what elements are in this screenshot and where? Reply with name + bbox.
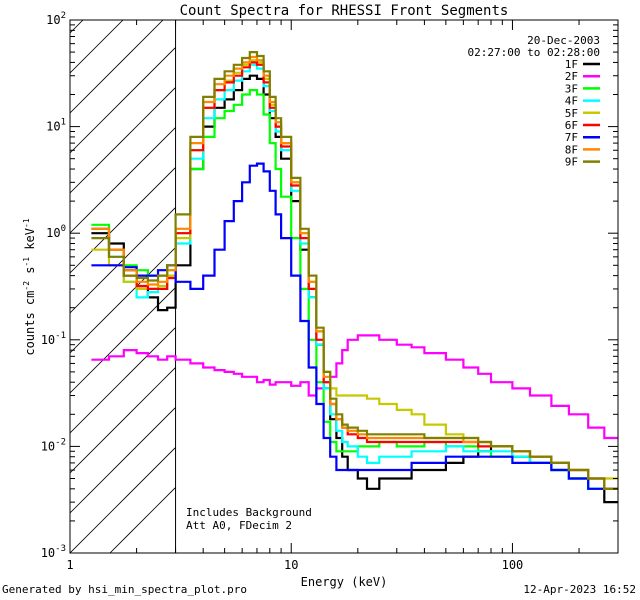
series-line-8F — [91, 55, 618, 490]
hatch-line — [70, 446, 176, 553]
legend-label-5F: 5F — [565, 107, 578, 120]
hatched-region — [70, 20, 176, 553]
series-line-9F — [91, 51, 618, 490]
annotation-attenuator: Att A0, FDecim 2 — [186, 519, 292, 532]
hatch-line — [70, 326, 176, 434]
x-tick-label: 100 — [502, 558, 524, 572]
chart-title: Count Spectra for RHESSI Front Segments — [180, 3, 509, 19]
hatch-line — [70, 166, 176, 274]
hatch-line — [70, 366, 176, 474]
x-tick-label: 10 — [284, 558, 298, 572]
hatch-line — [70, 46, 176, 154]
hatch-line — [109, 486, 176, 553]
hatch-line — [70, 406, 176, 514]
y-tick-label: 10-1 — [41, 331, 66, 347]
footer-generated-by: Generated by hsi_min_spectra_plot.pro — [2, 583, 248, 596]
legend-label-6F: 6F — [565, 119, 578, 132]
y-tick-label: 101 — [46, 118, 66, 134]
time-range-label: 02:27:00 to 02:28:00 — [468, 46, 600, 59]
hatch-line — [70, 286, 176, 394]
annotation-background: Includes Background — [186, 506, 312, 519]
hatch-line — [70, 206, 176, 314]
legend-label-1F: 1F — [565, 58, 578, 71]
legend-label-4F: 4F — [565, 95, 578, 108]
y-tick-label: 102 — [46, 11, 66, 27]
y-tick-label: 10-2 — [41, 437, 66, 453]
series-line-7F — [91, 162, 618, 490]
y-tick-label: 100 — [46, 224, 66, 240]
legend-label-8F: 8F — [565, 143, 578, 156]
hatch-line — [70, 86, 176, 194]
series-line-4F — [91, 63, 618, 490]
legend-label-9F: 9F — [565, 156, 578, 169]
footer-timestamp: 12-Apr-2023 16:52 — [523, 583, 636, 596]
date-label: 20-Dec-2003 — [527, 34, 600, 47]
y-tick-label: 10-3 — [41, 544, 66, 560]
series-line-1F — [91, 74, 618, 504]
hatch-line — [70, 246, 176, 354]
series-line-2F — [91, 334, 618, 440]
y-axis-label: counts cm-2 s-1 keV-1 — [22, 218, 37, 355]
series-line-3F — [91, 89, 618, 490]
legend-label-2F: 2F — [565, 70, 578, 83]
legend-label-3F: 3F — [565, 82, 578, 95]
x-axis-label: Energy (keV) — [301, 575, 388, 589]
plot-frame — [69, 19, 619, 554]
x-tick-label: 1 — [66, 558, 73, 572]
hatch-line — [70, 126, 176, 234]
legend-label-7F: 7F — [565, 131, 578, 144]
